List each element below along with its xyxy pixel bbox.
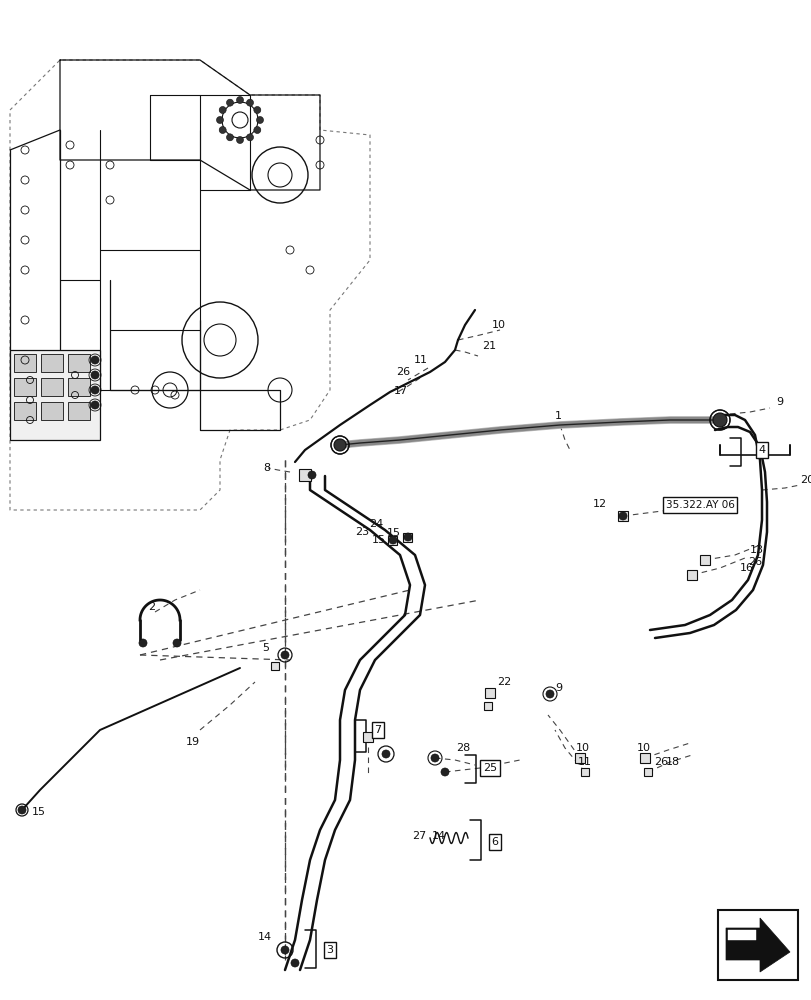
- Text: 23: 23: [354, 527, 369, 537]
- Text: 12: 12: [592, 499, 607, 509]
- Bar: [363, 732, 372, 742]
- Text: 15: 15: [32, 807, 46, 817]
- Bar: [484, 688, 495, 698]
- Text: 10: 10: [575, 743, 590, 753]
- Text: 15: 15: [387, 528, 401, 538]
- Circle shape: [91, 371, 99, 379]
- Bar: [41, 354, 63, 372]
- Circle shape: [226, 134, 234, 141]
- Bar: [686, 570, 696, 580]
- Bar: [403, 532, 412, 542]
- Circle shape: [219, 107, 226, 114]
- Circle shape: [281, 946, 289, 954]
- Text: 25: 25: [483, 763, 496, 773]
- Circle shape: [712, 413, 726, 427]
- Text: 8: 8: [263, 463, 270, 473]
- Polygon shape: [725, 918, 789, 972]
- Text: 20: 20: [799, 475, 811, 485]
- Text: 16: 16: [739, 563, 753, 573]
- Circle shape: [431, 754, 439, 762]
- Bar: [68, 354, 90, 372]
- Circle shape: [307, 471, 315, 479]
- Text: 13: 13: [749, 545, 763, 555]
- Bar: [639, 753, 649, 763]
- Text: 24: 24: [368, 519, 383, 529]
- Circle shape: [91, 386, 99, 394]
- Text: 21: 21: [482, 341, 496, 351]
- Text: 6: 6: [491, 837, 498, 847]
- Text: 10: 10: [491, 320, 505, 330]
- Bar: [14, 402, 36, 420]
- Bar: [14, 354, 36, 372]
- Bar: [68, 402, 90, 420]
- Text: 3: 3: [326, 945, 333, 955]
- Text: 26: 26: [396, 367, 410, 377]
- Circle shape: [91, 401, 99, 409]
- Bar: [581, 768, 588, 776]
- Circle shape: [219, 127, 226, 134]
- Text: 26: 26: [653, 757, 667, 767]
- Bar: [388, 536, 397, 544]
- Circle shape: [91, 356, 99, 364]
- Bar: [483, 702, 491, 710]
- Circle shape: [236, 137, 243, 144]
- Bar: [574, 753, 584, 763]
- Circle shape: [381, 750, 389, 758]
- Bar: [41, 402, 63, 420]
- Circle shape: [290, 959, 298, 967]
- Text: 11: 11: [414, 355, 427, 365]
- Circle shape: [545, 690, 553, 698]
- Text: 15: 15: [371, 535, 385, 545]
- Bar: [717, 910, 797, 980]
- Bar: [271, 662, 279, 670]
- Circle shape: [333, 439, 345, 451]
- Text: 7: 7: [374, 725, 381, 735]
- Text: 19: 19: [186, 737, 200, 747]
- Circle shape: [388, 536, 397, 544]
- Circle shape: [217, 117, 223, 124]
- Text: 1: 1: [554, 411, 561, 421]
- Text: 26: 26: [747, 557, 762, 567]
- Text: 4: 4: [757, 445, 765, 455]
- Circle shape: [618, 512, 626, 520]
- Text: 9: 9: [554, 683, 561, 693]
- Bar: [643, 768, 651, 776]
- Text: 28: 28: [456, 743, 470, 753]
- Text: 14: 14: [431, 831, 445, 841]
- Text: 18: 18: [665, 757, 680, 767]
- Circle shape: [256, 117, 264, 124]
- Circle shape: [254, 107, 260, 114]
- Text: 5: 5: [262, 643, 268, 653]
- Bar: [617, 511, 627, 521]
- Circle shape: [404, 533, 411, 541]
- Bar: [699, 555, 709, 565]
- Text: 10: 10: [636, 743, 650, 753]
- Circle shape: [247, 134, 253, 141]
- Text: 35.322.AY 06: 35.322.AY 06: [665, 500, 733, 510]
- Text: 27: 27: [411, 831, 426, 841]
- Bar: [68, 378, 90, 396]
- Circle shape: [281, 651, 289, 659]
- Polygon shape: [727, 930, 755, 940]
- Bar: [14, 378, 36, 396]
- Text: 9: 9: [775, 397, 782, 407]
- Circle shape: [139, 639, 147, 647]
- Circle shape: [226, 99, 234, 106]
- Circle shape: [254, 127, 260, 134]
- Bar: [298, 469, 311, 481]
- Text: 2: 2: [148, 602, 155, 612]
- Text: 17: 17: [393, 386, 408, 396]
- Circle shape: [173, 639, 181, 647]
- Circle shape: [440, 768, 448, 776]
- Circle shape: [247, 99, 253, 106]
- Text: 14: 14: [258, 932, 272, 942]
- Bar: [10, 350, 100, 440]
- Circle shape: [236, 97, 243, 104]
- Text: 11: 11: [577, 757, 591, 767]
- Circle shape: [18, 806, 26, 814]
- Text: 22: 22: [496, 677, 511, 687]
- Bar: [41, 378, 63, 396]
